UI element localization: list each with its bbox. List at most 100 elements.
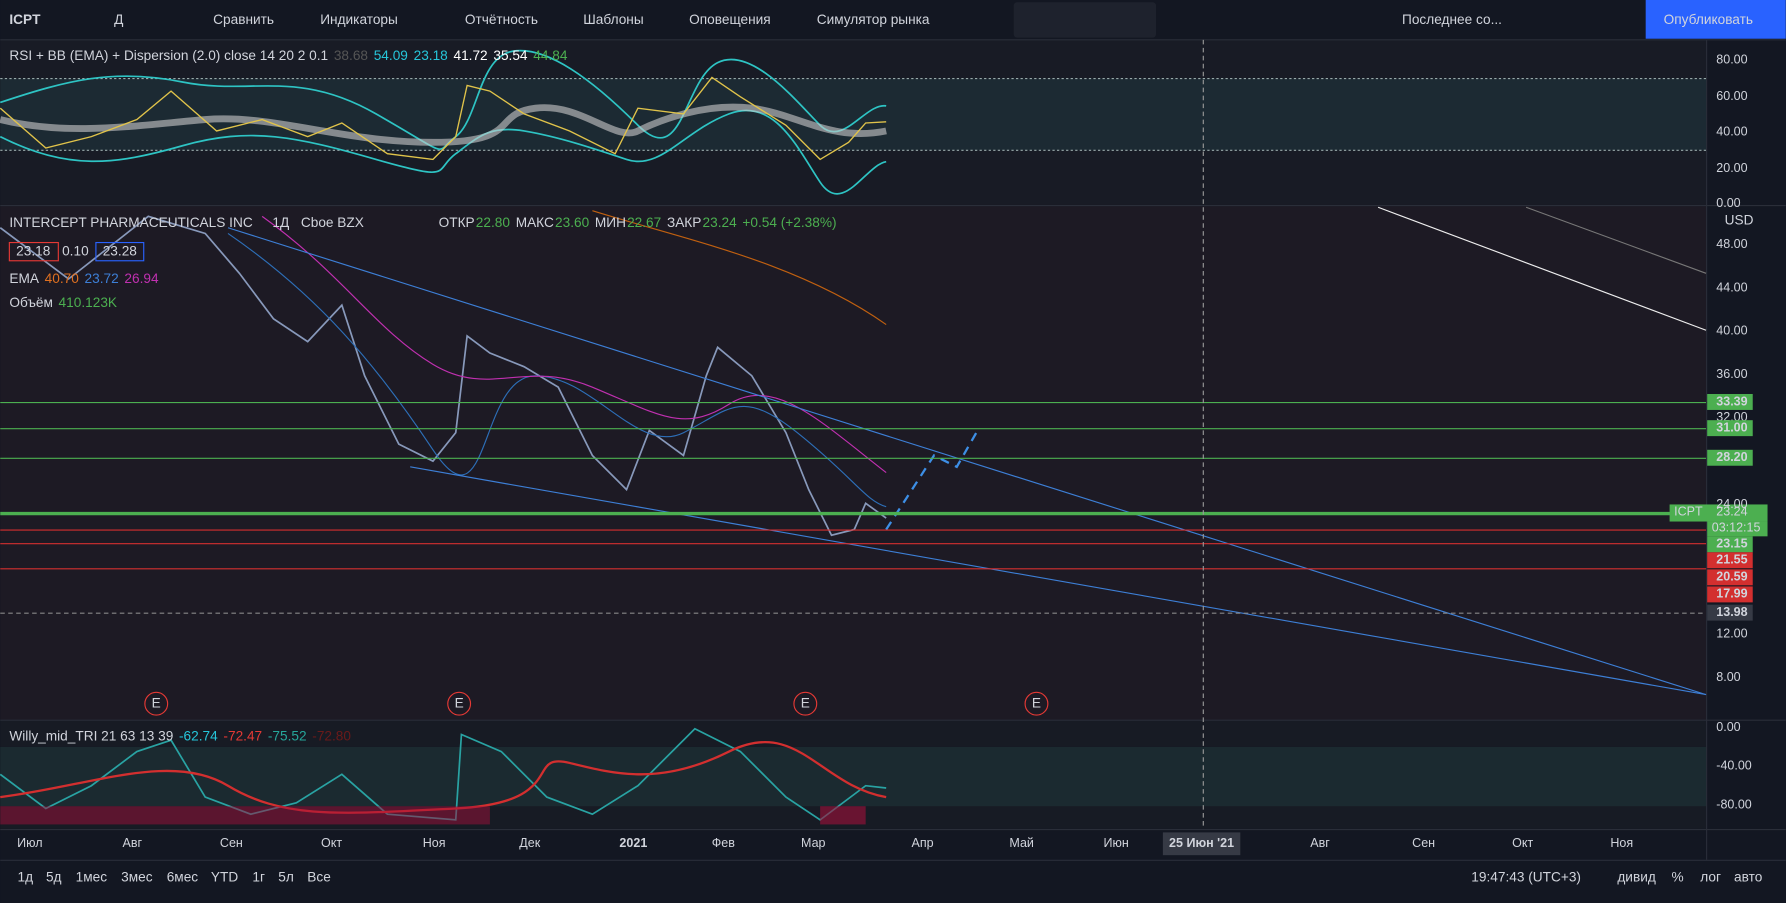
bb-lower [0,109,887,195]
trendline-white [1377,206,1707,331]
ema-slow [592,210,887,325]
range-button[interactable]: Все [307,870,331,885]
ema-fast [227,232,887,508]
level-tag [1707,449,1753,466]
willy-zone [0,806,490,825]
level-label: 33.39 [1716,394,1747,408]
scale-option[interactable]: дивид [1617,870,1655,885]
range-button[interactable]: 5д [46,870,62,885]
time-axis-label: Май [1009,836,1034,850]
willy-axis-label: 0.00 [1716,720,1740,734]
last-price: 23.24 [1716,505,1747,519]
willy-legend-item: -75.52 [268,728,307,743]
volume-legend-item: Объём [9,295,53,310]
separators [0,39,1786,861]
rsi-axis-label: 60.00 [1716,89,1747,103]
rsi-line [0,76,887,161]
range-button[interactable]: 6мес [167,870,199,885]
ohlc-legend-item: МАКС [516,215,554,230]
rsi-band [0,78,1707,151]
scale-option[interactable]: авто [1734,870,1763,885]
currency: USD [1725,213,1754,228]
toolbar-templates[interactable]: Шаблоны [583,12,643,27]
level-label: 17.99 [1716,587,1747,601]
level-tag [1707,586,1753,603]
toolbar-financials[interactable]: Отчётность [465,12,538,27]
scale-option[interactable]: лог [1700,870,1721,885]
publish-button[interactable] [1645,0,1786,39]
forecast [885,426,981,531]
ask: 23.28 [103,243,137,258]
toolbar-interval[interactable]: Д [114,12,123,27]
crosshair-time-tag [1162,832,1241,856]
bid: 23.18 [16,243,50,258]
price-axis-label: 36.00 [1716,367,1747,381]
volume-legend: Объём 410.123K [9,295,117,310]
ema-legend-item: 40.70 [45,271,80,286]
level-tag [1707,569,1753,586]
level-tag [1707,536,1753,553]
level-tag [1707,420,1753,437]
time-axis-label: Ноя [1610,836,1633,850]
level-label: 28.20 [1716,450,1747,464]
main-pane [0,206,1707,720]
range-button[interactable]: YTD [211,870,238,885]
toolbar-alerts[interactable]: Оповещения [689,12,771,27]
publish-label[interactable]: Опубликовать [1664,12,1753,27]
time-axis-label: Авг [1310,836,1330,850]
time-axis-label: Июн [1104,836,1129,850]
earnings-label: E [801,695,810,710]
level-tag [1707,604,1753,621]
willy-line [0,727,887,821]
range-button[interactable]: 1мес [76,870,108,885]
willy-legend-item: Willy_mid_TRI 21 63 13 39 [9,728,173,743]
range-button[interactable]: 1г [252,870,265,885]
bb-upper [0,49,887,151]
time-axis-label: Июл [17,836,42,850]
rsi-legend-item: 41.72 [453,47,487,62]
range-button[interactable]: 3мес [121,870,153,885]
toolbar-compare[interactable]: Сравнить [213,12,274,27]
last-price-symbol: ICPT [1674,505,1703,519]
toolbar-layout[interactable]: Последнее со... [1402,12,1502,27]
toolbar-indicators[interactable]: Индикаторы [320,12,398,27]
time-axis-label: Сен [1412,836,1435,850]
ema-legend-item: 26.94 [124,271,159,286]
rsi-legend-item: 35.54 [493,47,528,62]
ohlc-legend: ОТКР22.80 МАКС23.60 МИН22.67 ЗАКР23.24 +0.54… [439,215,837,230]
ohlc-legend-item: МИН [595,215,626,230]
willy-legend-item: -72.47 [223,728,262,743]
ohlc-legend-item: 22.80 [476,215,511,230]
willy-legend-item: -62.74 [179,728,218,743]
time-axis-label: Ноя [423,836,446,850]
scale-option[interactable]: % [1671,870,1683,885]
rsi-legend-item: 38.68 [334,47,368,62]
earnings-label: E [455,695,464,710]
earnings-marker [144,691,169,716]
level-label: 13.98 [1716,605,1747,619]
levels [0,401,1707,614]
drawing-tools [1013,2,1157,38]
countdown: 03:12:15 [1712,521,1761,535]
rsi-legend-item: 44.84 [533,47,568,62]
time-axis-label: Фев [712,836,735,850]
level-label: 23.15 [1716,537,1747,551]
ohlc-legend-item: 23.60 [555,215,590,230]
range-button[interactable]: 5л [278,870,294,885]
level-label: 21.55 [1716,553,1747,567]
time-axis-label: 25 Июн '21 [1169,836,1234,850]
volume-legend-item: 410.123K [59,295,117,310]
price-axis-label: 12.00 [1716,627,1747,641]
main-exchange: Cboe BZX [301,215,364,230]
willy-axis-label: -40.00 [1716,759,1752,773]
level-label: 31.00 [1716,420,1747,434]
range-button[interactable]: 1д [18,870,34,885]
toolbar-symbol[interactable]: ICPT [9,12,41,27]
toolbar-replay[interactable]: Симулятор рынка [817,12,930,27]
willy-legend-item: -72.80 [312,728,351,743]
rsi-axis-label: 40.00 [1716,124,1747,138]
trendline-grey [1525,206,1707,274]
time-axis-label: Окт [321,836,342,850]
ohlc-legend-item: ОТКР [439,215,475,230]
